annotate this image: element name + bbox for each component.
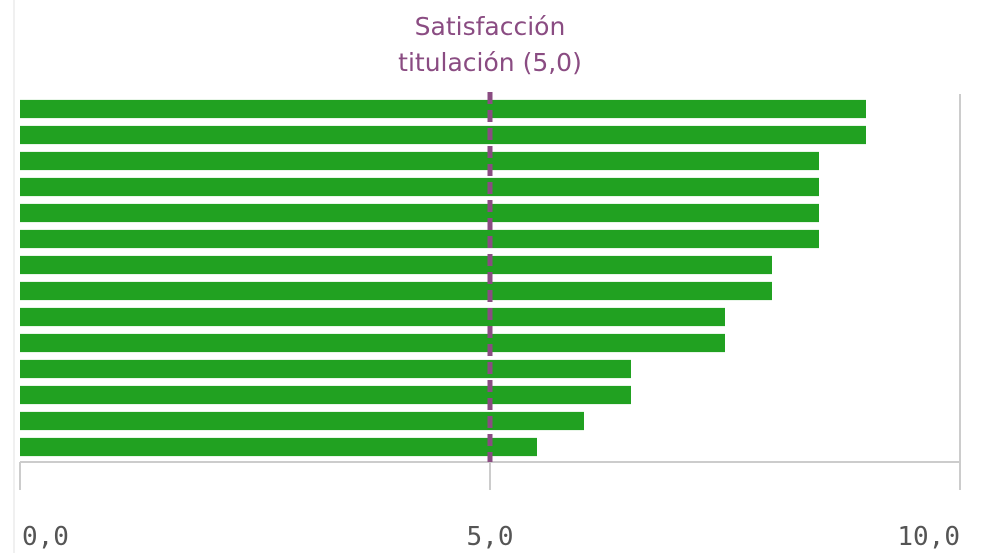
bar — [20, 99, 866, 119]
bar — [20, 437, 537, 457]
x-tick-label: 10,0 — [897, 522, 960, 552]
bar — [20, 411, 584, 431]
reference-label: titulación (5,0) — [398, 48, 582, 77]
x-tick-label: 5,0 — [467, 522, 514, 552]
bar — [20, 333, 725, 353]
bar — [20, 307, 725, 327]
bar — [20, 385, 631, 405]
bar — [20, 125, 866, 145]
bar — [20, 359, 631, 379]
bar — [20, 281, 772, 301]
bar — [20, 255, 772, 275]
x-tick-label: 0,0 — [22, 522, 69, 552]
bar — [20, 177, 819, 197]
bar — [20, 151, 819, 171]
bar — [20, 229, 819, 249]
reference-label: Satisfacción — [415, 12, 566, 41]
bar — [20, 203, 819, 223]
